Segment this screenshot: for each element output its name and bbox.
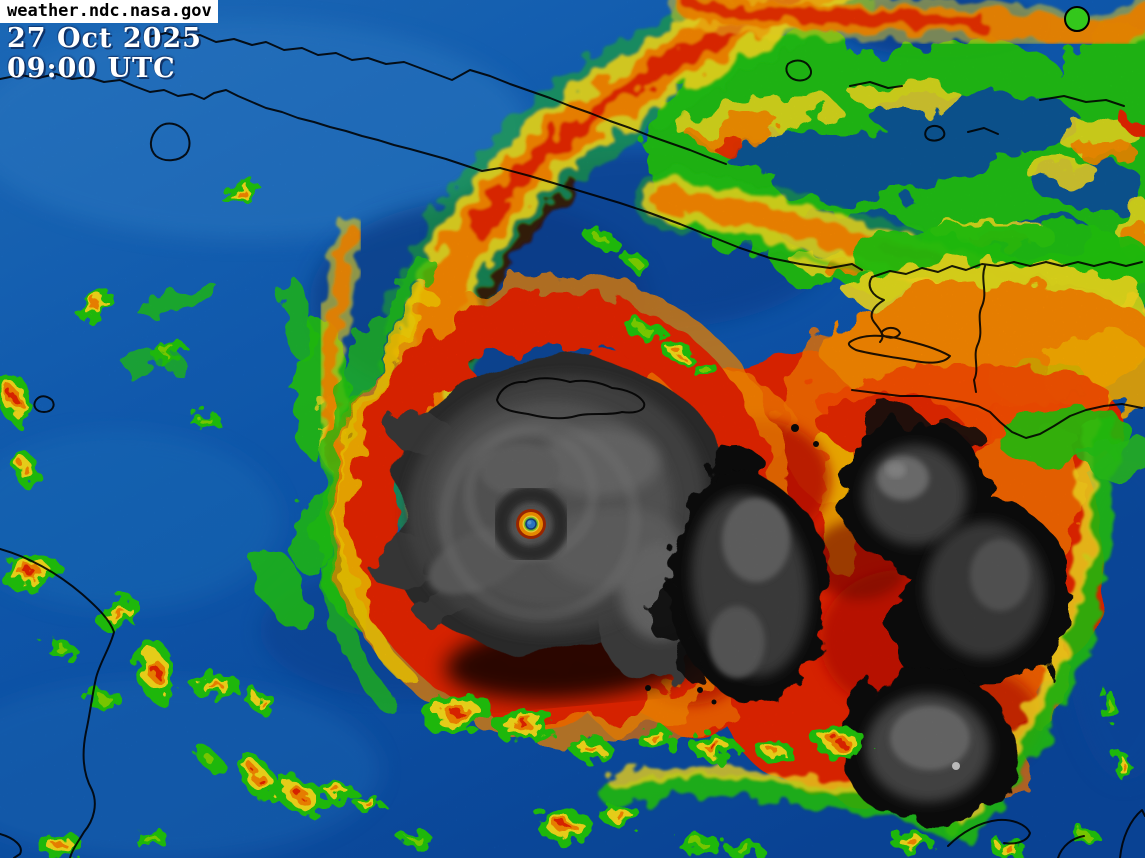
source-url-label: weather.ndc.nasa.gov xyxy=(0,0,218,23)
timestamp-date: 27 Oct 2025 xyxy=(7,23,202,54)
timestamp: 27 Oct 2025 09:00 UTC xyxy=(7,24,202,84)
timestamp-time: 09:00 UTC xyxy=(7,53,176,84)
